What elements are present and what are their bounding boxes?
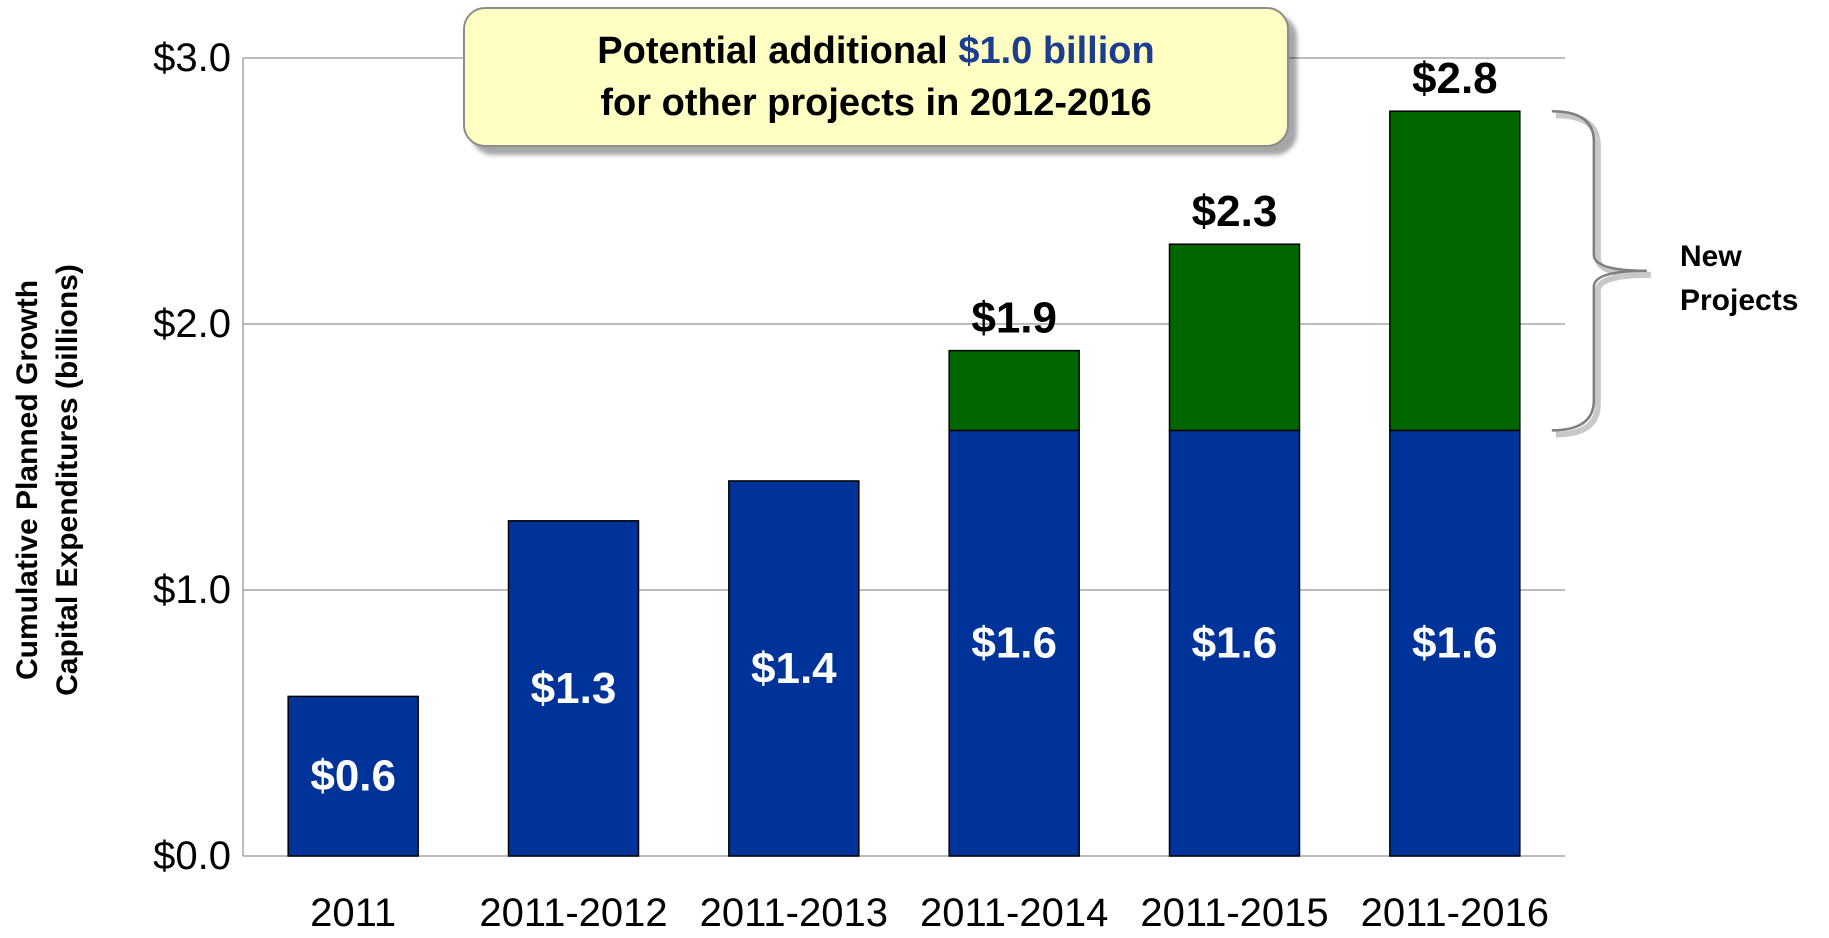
- bar-segment-base: [948, 429, 1080, 857]
- bar-segment-base: [1389, 429, 1521, 857]
- bar-value-label: $1.6: [1412, 619, 1498, 668]
- callout-annotation: Potential additional $1.0 billion for ot…: [463, 7, 1289, 147]
- y-tick-label: $1.0: [153, 568, 231, 612]
- bar-total-label: $1.9: [971, 294, 1057, 343]
- callout-line-1: Potential additional $1.0 billion: [597, 25, 1154, 77]
- bracket-shadow: [1555, 112, 1651, 438]
- y-tick-label: $3.0: [153, 36, 231, 80]
- bar-value-label: $1.6: [971, 619, 1057, 668]
- bar-value-label: $1.3: [531, 664, 617, 713]
- bar-value-label: $0.6: [310, 752, 396, 801]
- y-axis-title-line-1: Cumulative Planned Growth: [11, 279, 44, 681]
- callout-line-2: for other projects in 2012-2016: [600, 82, 1152, 124]
- new-projects-bracket: [1551, 109, 1647, 432]
- bar-value-label: $1.4: [751, 644, 837, 693]
- bar-segment-new-projects: [1168, 243, 1301, 432]
- callout-prefix: Potential additional: [597, 30, 959, 72]
- callout-highlight: $1.0 billion: [958, 30, 1155, 72]
- x-tick-label: 2011-2014: [920, 891, 1108, 935]
- x-tick-label: 2011-2012: [479, 891, 667, 935]
- bar-segment-base: [1168, 429, 1301, 857]
- x-tick-label: 2011-2013: [700, 891, 888, 935]
- new-projects-label-line-1: New: [1680, 240, 1742, 273]
- bar-total-label: $2.3: [1192, 187, 1278, 236]
- new-projects-label-line-2: Projects: [1680, 284, 1799, 317]
- x-tick-label: 2011: [310, 891, 396, 935]
- bar-segment-new-projects: [948, 349, 1080, 432]
- y-axis-title: Cumulative Planned Growth Capital Expend…: [8, 264, 88, 696]
- x-tick-label: 2011-2016: [1361, 891, 1549, 935]
- y-axis-title-line-2: Capital Expenditures (billions): [51, 264, 84, 696]
- bar-total-label: $2.8: [1412, 54, 1498, 103]
- bar-segment-base: [728, 480, 860, 857]
- bar-value-label: $1.6: [1192, 619, 1278, 668]
- y-tick-label: $2.0: [153, 302, 231, 346]
- bar-segment-base: [507, 520, 640, 857]
- bar-segment-new-projects: [1389, 110, 1521, 432]
- y-tick-label: $0.0: [153, 834, 231, 878]
- bar-segment-base: [287, 695, 419, 857]
- new-projects-label: New Projects: [1680, 235, 1798, 323]
- x-tick-label: 2011-2015: [1140, 891, 1328, 935]
